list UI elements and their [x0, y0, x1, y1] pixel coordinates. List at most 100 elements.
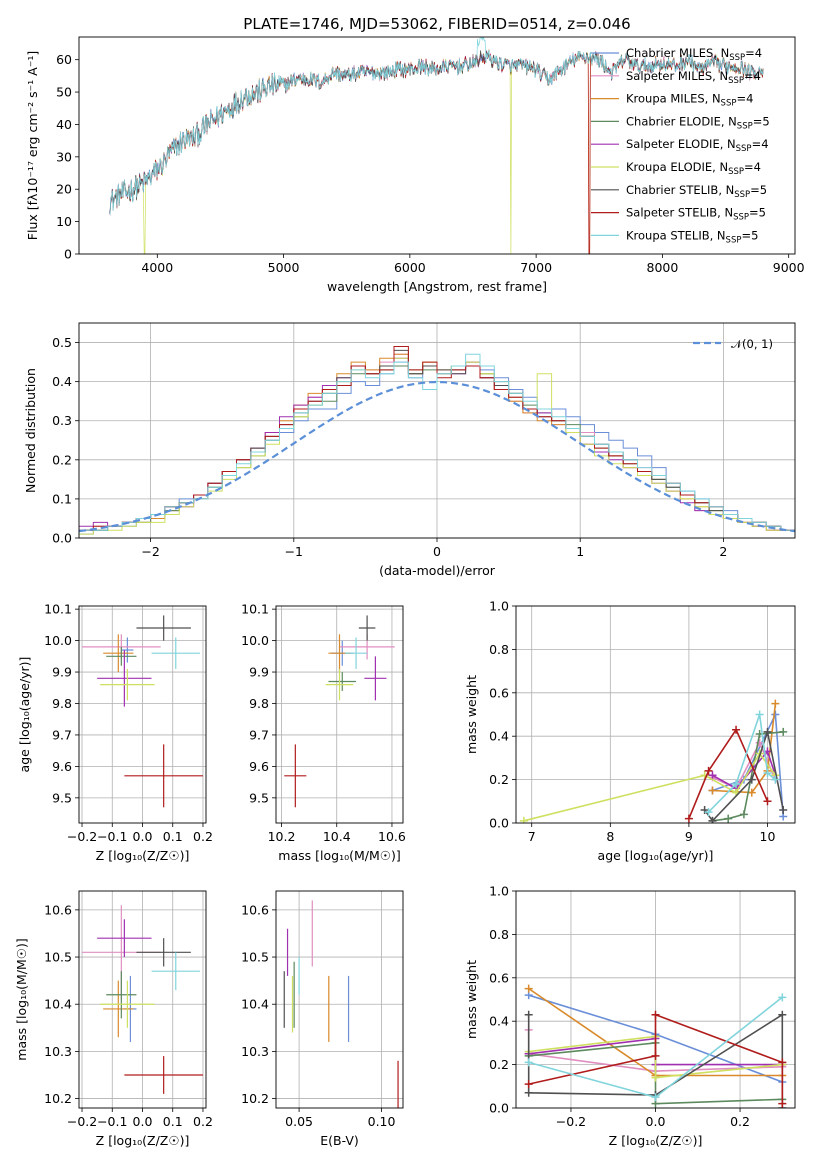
y-tick-label: 10.2 — [44, 1091, 72, 1106]
x-axis-label: Z [log₁₀(Z/Z☉)] — [96, 1133, 190, 1148]
y-tick-label: 60 — [56, 52, 72, 67]
weight-marker — [779, 805, 788, 814]
weight-marker — [684, 814, 693, 823]
plot-area — [524, 984, 787, 1108]
y-tick-label: 0.4 — [489, 729, 509, 744]
legend-label: Salpeter MILES, NSSP=4 — [626, 69, 761, 86]
legend-series-name: Salpeter ELODIE, N — [626, 137, 736, 151]
y-tick-label: 9.9 — [52, 665, 72, 680]
x-tick-label: −0.2 — [67, 1114, 97, 1129]
y-tick-label: 9.7 — [52, 727, 72, 742]
y-tick-label: 10.4 — [241, 997, 269, 1012]
x-axis-label: wavelength [Angstrom, rest frame] — [327, 279, 547, 294]
y-tick-label: 10.1 — [241, 602, 269, 617]
plot-area — [108, 37, 764, 254]
grid — [79, 323, 795, 539]
weight-marker — [708, 786, 717, 795]
weight-marker — [778, 1058, 787, 1067]
legend-subscript: SSP — [728, 167, 744, 177]
y-tick-label: 9.9 — [249, 665, 269, 680]
y-axis-label: Normed distribution — [23, 368, 38, 493]
y-axis-label: mass weight — [464, 960, 479, 1039]
y-tick-label: 10 — [56, 214, 72, 229]
x-tick-label: 0.05 — [285, 1114, 313, 1129]
y-tick-label: 0.2 — [489, 772, 509, 787]
weight-marker — [704, 808, 713, 817]
legend-subscript: SSP — [733, 213, 749, 223]
legend-subscript: SSP — [728, 76, 744, 86]
y-tick-label: 9.5 — [249, 790, 269, 805]
weight-marker — [524, 1010, 533, 1019]
legend-nssp: =5 — [749, 206, 766, 220]
y-axis-label: Flux [fλ10⁻¹⁷ erg cm⁻² s⁻¹ A⁻¹] — [25, 51, 40, 240]
legend-nssp: =5 — [753, 114, 770, 128]
x-tick-label: −1 — [285, 544, 303, 559]
x-tick-label: 0.1 — [163, 829, 183, 844]
spectrum-line — [108, 37, 764, 216]
chart-massweight-vs-z: −0.2 0.0 0.2 0.0 0.2 0.4 0.6 0.8 1.0 Z [log₁₀(Z/Z… — [464, 884, 796, 1148]
plot-area — [82, 905, 203, 1094]
weight-marker — [651, 1093, 660, 1102]
x-axis-label: Z [log₁₀(Z/Z☉)] — [96, 848, 190, 863]
y-tick-label: 10.3 — [241, 1044, 269, 1059]
y-tick-label: 9.8 — [52, 696, 72, 711]
y-tick-label: 10.2 — [241, 1091, 269, 1106]
y-tick-label: 9.8 — [249, 696, 269, 711]
legend-nssp: =4 — [744, 160, 761, 174]
weight-marker — [778, 1010, 787, 1019]
x-tick-label: 1 — [576, 544, 584, 559]
legend-series-name: Kroupa ELODIE, N — [626, 160, 728, 174]
plot-area — [283, 900, 399, 1108]
legend-label: Chabrier STELIB, NSSP=5 — [626, 183, 767, 200]
y-tick-label: 0.0 — [52, 531, 72, 546]
x-tick-label: 8000 — [647, 260, 679, 275]
y-tick-label: 10.1 — [44, 602, 72, 617]
y-tick-label: 0.0 — [489, 1101, 509, 1116]
axes-frame — [275, 605, 404, 824]
figure-title: PLATE=1746, MJD=53062, FIBERID=0514, z=0… — [243, 15, 630, 33]
x-tick-label: 0.2 — [193, 1114, 213, 1129]
legend-label: Chabrier ELODIE, NSSP=5 — [626, 114, 770, 131]
x-tick-label: 0.2 — [730, 1114, 750, 1129]
y-tick-label: 0 — [64, 247, 72, 262]
axes-frame — [78, 890, 207, 1109]
weight-marker — [778, 993, 787, 1002]
y-tick-label: 0.2 — [489, 1057, 509, 1072]
weight-marker — [771, 699, 780, 708]
chart-spectrum: 4000 5000 6000 7000 8000 9000 0 10 20 30 40 50 60 wav… — [25, 36, 805, 294]
plot-area — [79, 346, 795, 538]
y-tick-label: 30 — [56, 149, 72, 164]
y-tick-label: 9.6 — [249, 759, 269, 774]
weight-marker — [747, 775, 756, 784]
legend-nssp: =4 — [744, 69, 761, 83]
legend-subscript: SSP — [737, 121, 753, 131]
y-tick-label: 0.2 — [52, 452, 72, 467]
legend-nssp: =5 — [741, 228, 758, 242]
weight-line — [712, 740, 777, 790]
chart-age-vs-mass: 10.2 10.4 10.6 9.5 9.6 9.7 9.8 9.9 10.0 10.1 mass … — [241, 602, 406, 863]
y-tick-label: 0.4 — [52, 374, 72, 389]
x-axis-label: mass [log₁₀(M/M☉)] — [278, 848, 400, 863]
weight-marker — [763, 727, 772, 736]
gaussian-curve — [79, 380, 795, 533]
y-tick-label: 1.0 — [489, 599, 509, 614]
y-tick-label: 0.0 — [489, 816, 509, 831]
legend-nssp: =4 — [736, 92, 753, 106]
x-tick-label: 9 — [685, 829, 693, 844]
y-tick-label: 0.6 — [489, 970, 509, 985]
legend-series-name: Salpeter MILES, N — [626, 69, 728, 83]
legend-nssp: =5 — [750, 183, 767, 197]
x-tick-label: −0.1 — [97, 829, 127, 844]
y-tick-label: 1.0 — [489, 884, 509, 899]
plot-area — [82, 615, 203, 808]
x-tick-label: 0.10 — [368, 1114, 396, 1129]
legend-subscript: SSP — [721, 99, 737, 109]
legend-series-name: Chabrier MILES, N — [626, 46, 729, 60]
legend-label: 𝒩(0, 1) — [731, 337, 773, 351]
grid — [276, 891, 403, 1108]
y-tick-label: 10.6 — [44, 902, 72, 917]
x-tick-label: 9000 — [773, 260, 805, 275]
y-tick-label: 10.3 — [44, 1044, 72, 1059]
